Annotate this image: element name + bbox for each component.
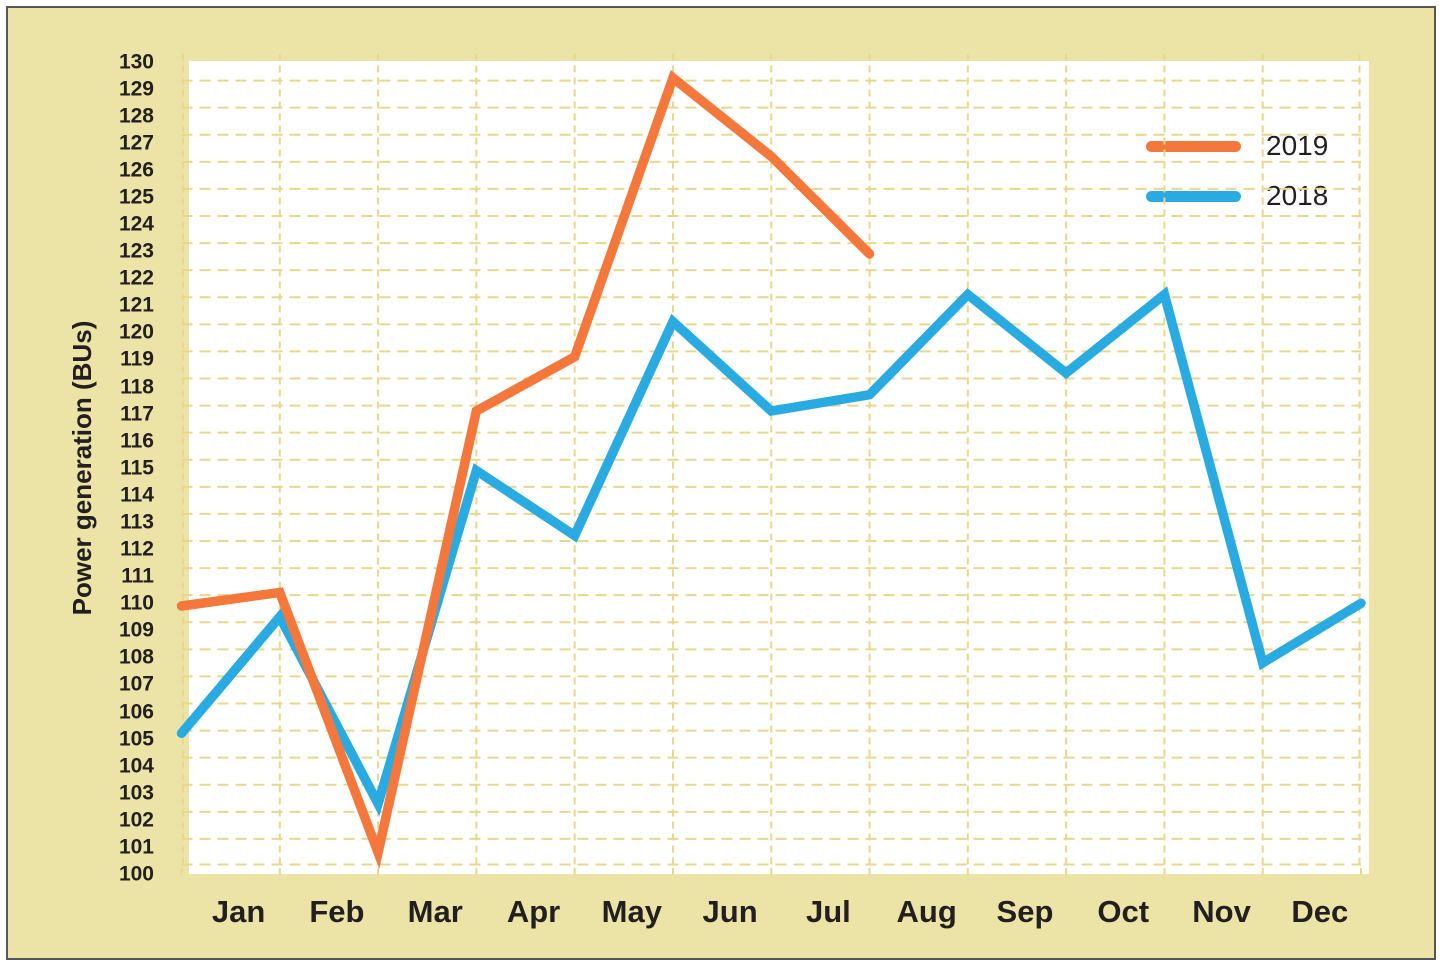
y-tick-label: 119 xyxy=(120,347,154,371)
y-tick-label: 118 xyxy=(120,375,154,398)
y-tick-label: 112 xyxy=(120,537,154,561)
y-tick-label: 120 xyxy=(118,320,154,344)
legend: 2019 2018 xyxy=(1146,132,1328,210)
y-tick-label: 125 xyxy=(118,185,154,209)
y-tick-label: 116 xyxy=(120,429,154,453)
x-tick-label: Jan xyxy=(211,894,266,929)
x-tick-label: Jul xyxy=(805,894,851,929)
x-tick-label: Mar xyxy=(407,894,463,929)
y-tick-label: 126 xyxy=(118,158,154,182)
legend-label-2019: 2019 xyxy=(1266,130,1329,161)
y-tick-label: 109 xyxy=(118,618,154,642)
y-tick-label: 124 xyxy=(118,212,154,236)
y-tick-label: 110 xyxy=(120,591,154,615)
y-tick-label: 114 xyxy=(120,483,154,507)
x-tick-label: May xyxy=(601,894,662,929)
y-tick-label: 103 xyxy=(118,781,154,805)
y-tick-label: 127 xyxy=(118,131,154,155)
x-tick-label: Oct xyxy=(1097,894,1150,929)
y-tick-label: 107 xyxy=(118,672,154,696)
x-tick-label: Apr xyxy=(506,894,561,929)
x-tick-label: Sep xyxy=(996,894,1054,929)
legend-item-2018: 2018 xyxy=(1146,182,1328,210)
y-tick-label: 123 xyxy=(118,239,154,263)
y-tick-label: 102 xyxy=(118,808,154,832)
x-tick-label: Aug xyxy=(896,894,957,929)
y-tick-label: 117 xyxy=(120,402,154,426)
legend-swatch-2019 xyxy=(1146,140,1241,152)
y-tick-label: 113 xyxy=(120,510,154,534)
y-tick-label: 121 xyxy=(118,293,154,317)
y-tick-label: 105 xyxy=(118,727,154,751)
x-tick-label: Jun xyxy=(702,894,758,929)
y-tick-label: 101 xyxy=(118,835,154,859)
chart-panel: Power generation (BUs) 100 101 102 103 104 10… xyxy=(6,6,1436,960)
y-tick-label: 100 xyxy=(118,862,154,886)
y-tick-label: 104 xyxy=(118,754,154,778)
x-tick-label: Dec xyxy=(1291,894,1349,929)
y-tick-label: 108 xyxy=(118,645,154,669)
y-tick-label: 115 xyxy=(120,456,154,480)
y-tick-label: 106 xyxy=(118,700,154,723)
y-tick-label: 130 xyxy=(118,50,154,73)
y-tick-label: 122 xyxy=(118,266,154,290)
y-tick-label: 111 xyxy=(121,564,154,588)
legend-label-2018: 2018 xyxy=(1266,180,1329,211)
y-tick-label: 128 xyxy=(118,104,154,128)
x-tick-label: Feb xyxy=(309,894,365,929)
x-tick-label: Nov xyxy=(1192,894,1251,929)
y-tick-label: 129 xyxy=(118,77,154,101)
legend-swatch-2018 xyxy=(1146,190,1241,202)
legend-item-2019: 2019 xyxy=(1146,132,1328,160)
